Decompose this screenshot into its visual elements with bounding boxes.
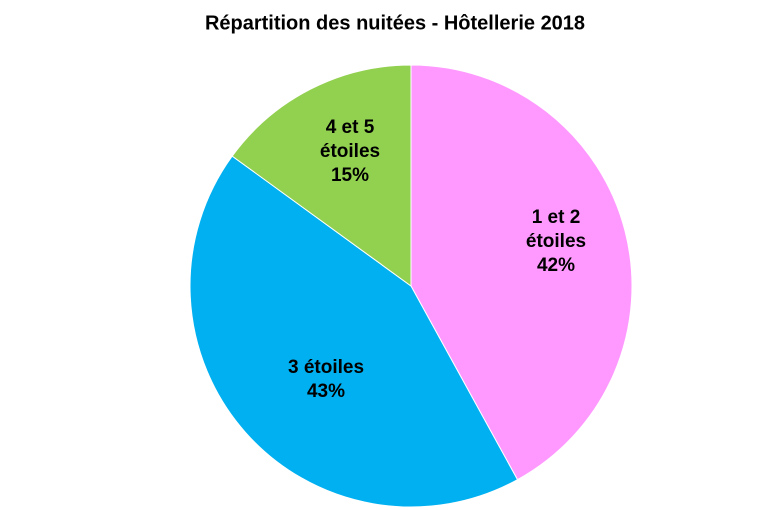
value-label: 15% <box>330 165 370 186</box>
slice-label: 3 étoiles 43% <box>261 356 391 404</box>
slice-label: 1 et 2 étoiles 42% <box>511 206 601 278</box>
category-label: 4 et 5 étoiles <box>319 117 381 162</box>
pie-slice <box>189 155 519 508</box>
pie-slice <box>231 64 412 287</box>
slice-label: 4 et 5 étoiles 15% <box>305 116 395 188</box>
value-label: 42% <box>536 255 576 276</box>
value-label: 43% <box>306 381 346 402</box>
category-label: 3 étoiles <box>287 357 365 378</box>
pie-slice <box>410 64 633 481</box>
chart-title: Répartition des nuitées - Hôtellerie 201… <box>205 12 585 34</box>
category-label: 1 et 2 étoiles <box>525 207 587 252</box>
